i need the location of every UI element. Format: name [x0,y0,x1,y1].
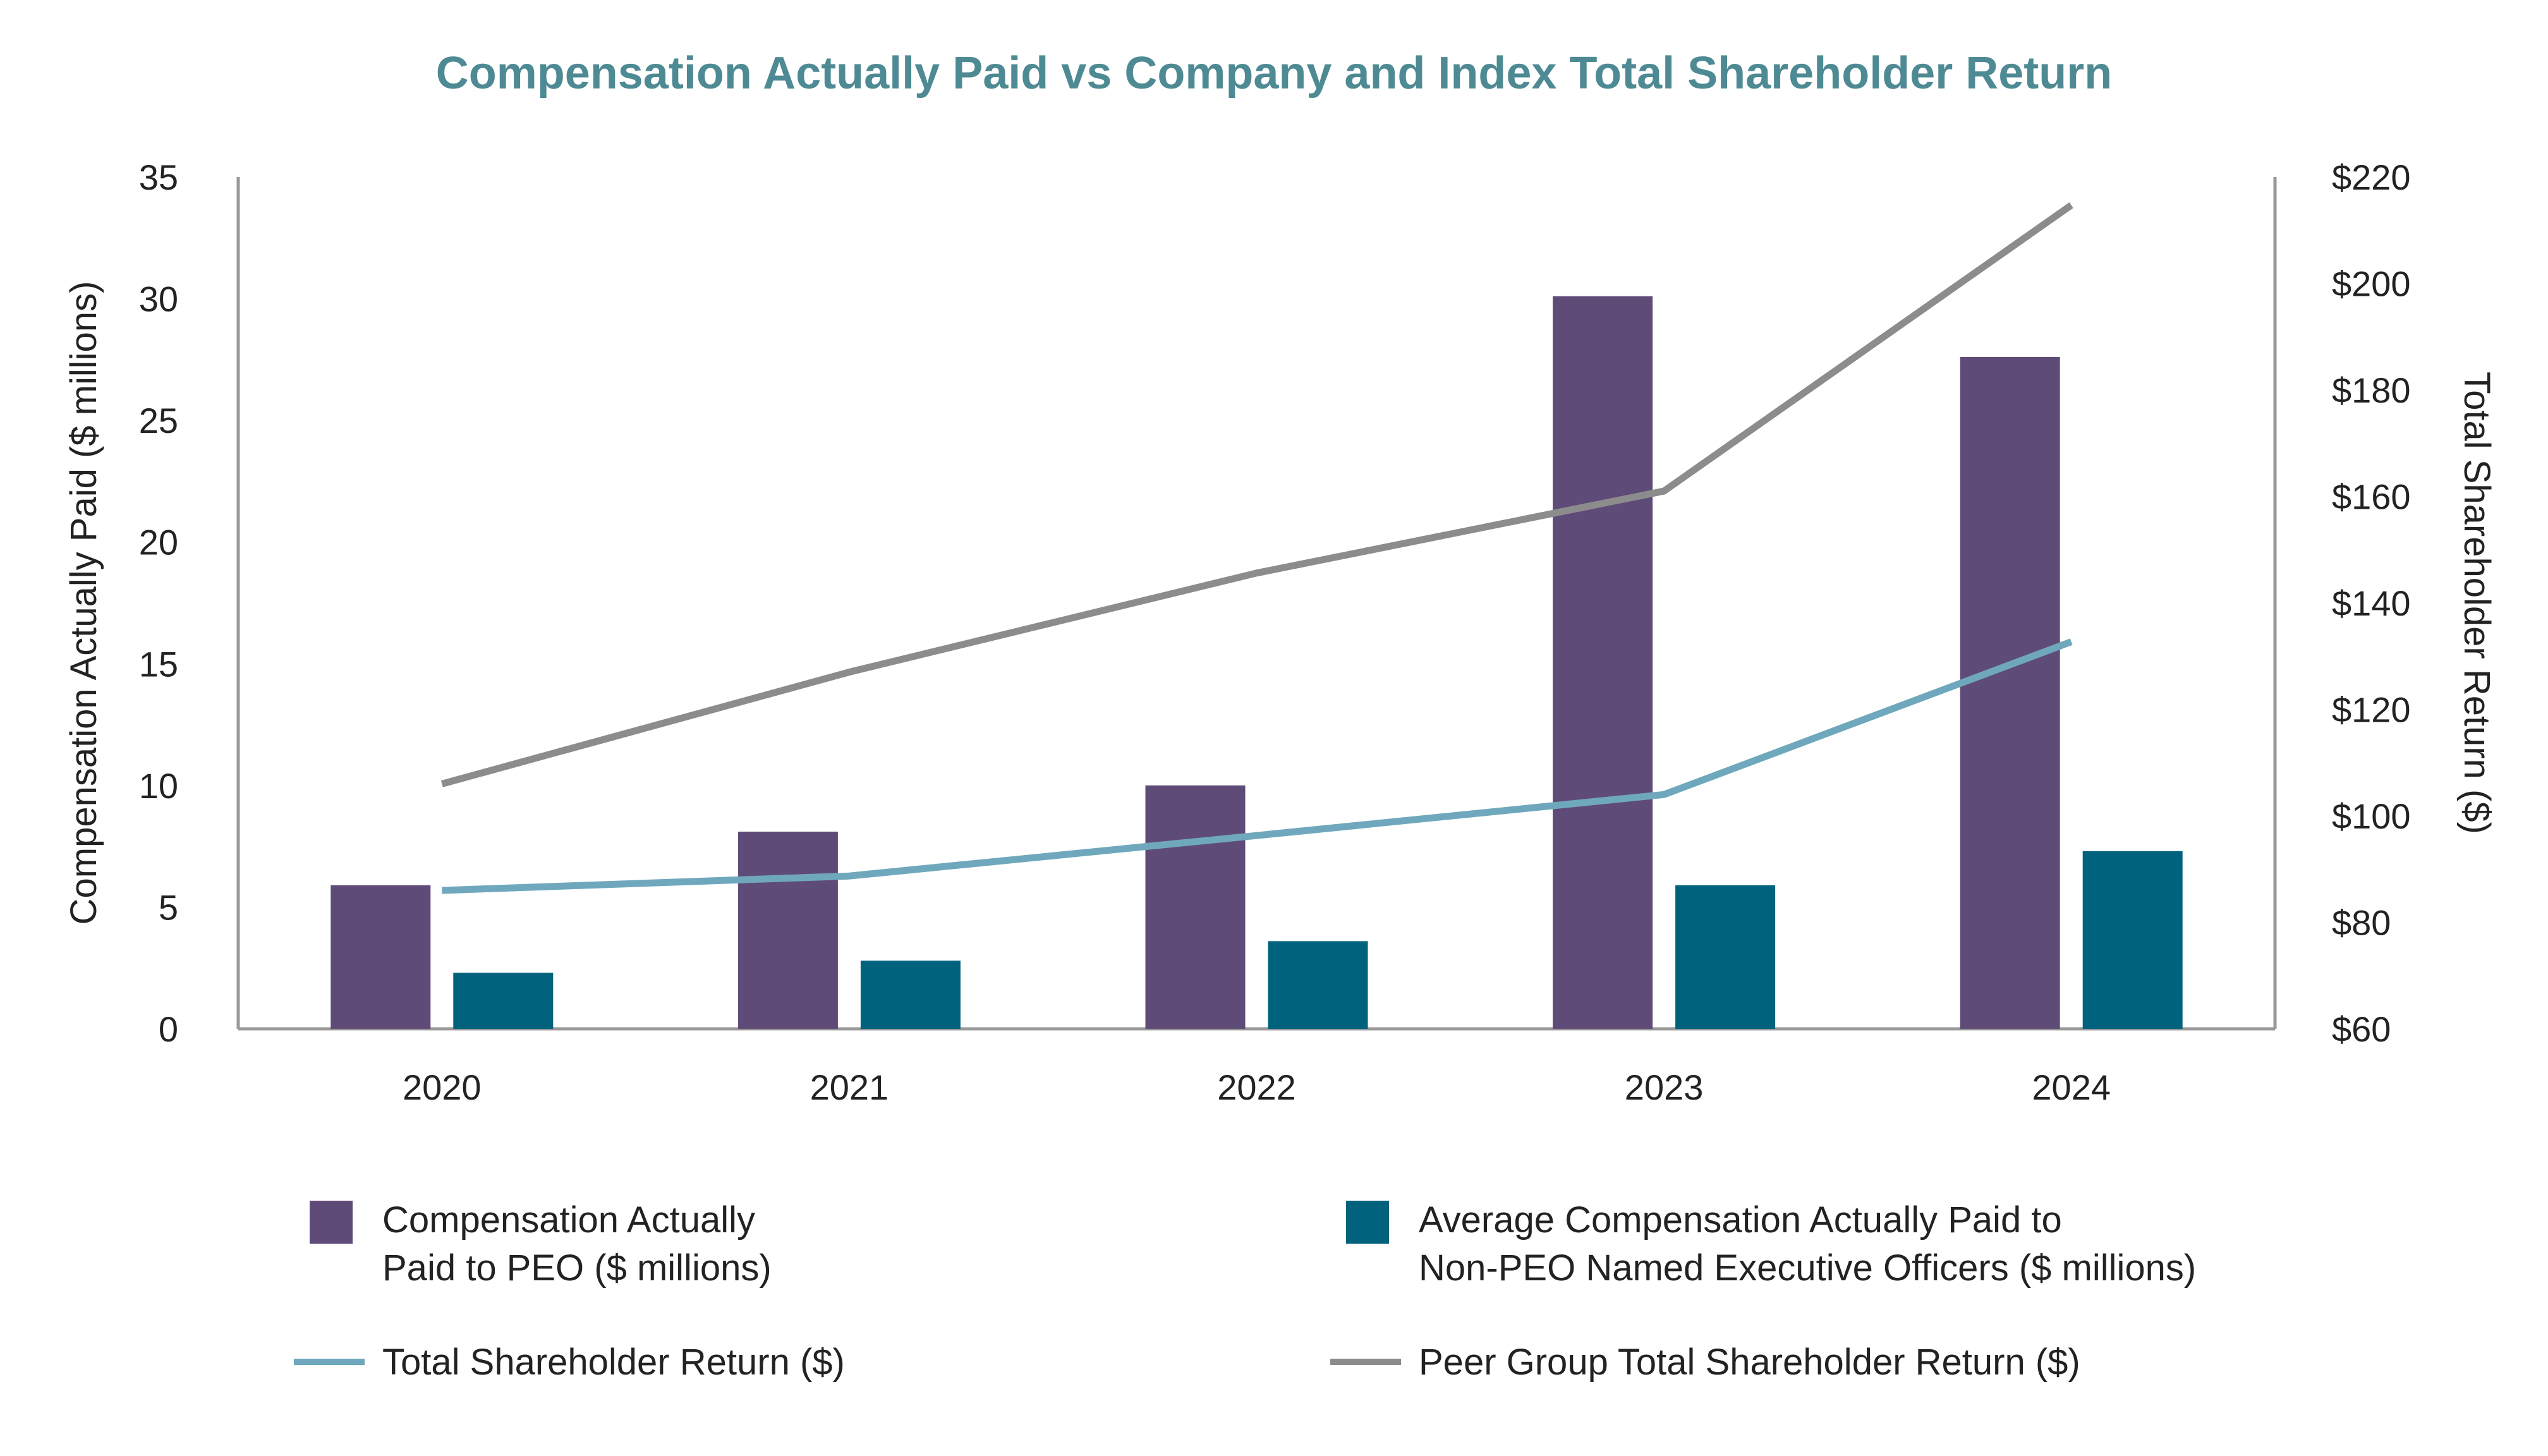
bar-peo [737,832,838,1029]
legend: Compensation Actually Paid to PEO ($ mill… [294,1199,2196,1383]
x-tick-label: 2023 [1625,1067,1704,1107]
bar-non-peo [453,973,554,1029]
y2-tick-label: $160 [2332,477,2411,517]
y2-tick-label: $60 [2332,1009,2391,1049]
legend-swatch [1346,1201,1389,1244]
x-tick-label: 2020 [403,1067,482,1107]
y-tick-label: 25 [139,401,178,440]
bar-non-peo [1675,885,1776,1029]
legend-label: Average Compensation Actually Paid to [1419,1199,2062,1241]
x-tick-label: 2021 [810,1067,889,1107]
peer-tsr-line [440,202,2073,787]
bar-non-peo [1268,941,1368,1029]
y2-tick-label: $100 [2332,796,2411,836]
y-axis-ticks: 0 5 10 15 20 25 30 35 [139,157,178,1049]
series-lines [440,202,2073,894]
x-tick-label: 2022 [1217,1067,1296,1107]
y-tick-label: 30 [139,279,178,319]
legend-label: Compensation Actually [382,1199,755,1241]
axes [236,177,2277,1031]
bar-peo [1960,357,2060,1029]
y-tick-label: 5 [159,887,178,927]
bar-non-peo [2082,851,2183,1029]
y2-axis-ticks: $60 $80 $100 $120 $140 $160 $180 $200 $220 [2332,157,2411,1049]
y2-tick-label: $180 [2332,370,2411,410]
y2-tick-label: $80 [2332,903,2391,943]
y2-axis-label: Total Shareholder Return ($) [2456,372,2497,834]
chart-title: Compensation Actually Paid vs Company an… [436,48,2112,99]
y2-tick-label: $200 [2332,264,2411,304]
y-axis-label: Compensation Actually Paid ($ millions) [63,281,104,925]
x-axis-ticks: 2020 2021 2022 2023 2024 [403,1067,2111,1107]
y2-tick-label: $220 [2332,157,2411,197]
y-tick-label: 15 [139,644,178,684]
legend-label: Non-PEO Named Executive Officers ($ mill… [1419,1247,2196,1289]
bar-peo [1145,785,1246,1029]
bar-non-peo [860,961,961,1029]
bar-peo [331,885,431,1029]
y-tick-label: 35 [139,157,178,197]
legend-label: Total Shareholder Return ($) [382,1342,845,1383]
bars [331,296,2183,1029]
legend-label: Paid to PEO ($ millions) [382,1247,772,1289]
legend-label: Peer Group Total Shareholder Return ($) [1419,1342,2080,1383]
y-tick-label: 0 [159,1009,178,1049]
y2-tick-label: $120 [2332,690,2411,730]
bar-peo [1553,296,1653,1029]
y-tick-label: 20 [139,523,178,562]
y2-tick-label: $140 [2332,583,2411,623]
y-tick-label: 10 [139,766,178,806]
tsr-line [442,638,2073,894]
legend-swatch [310,1201,353,1244]
x-tick-label: 2024 [2032,1067,2111,1107]
